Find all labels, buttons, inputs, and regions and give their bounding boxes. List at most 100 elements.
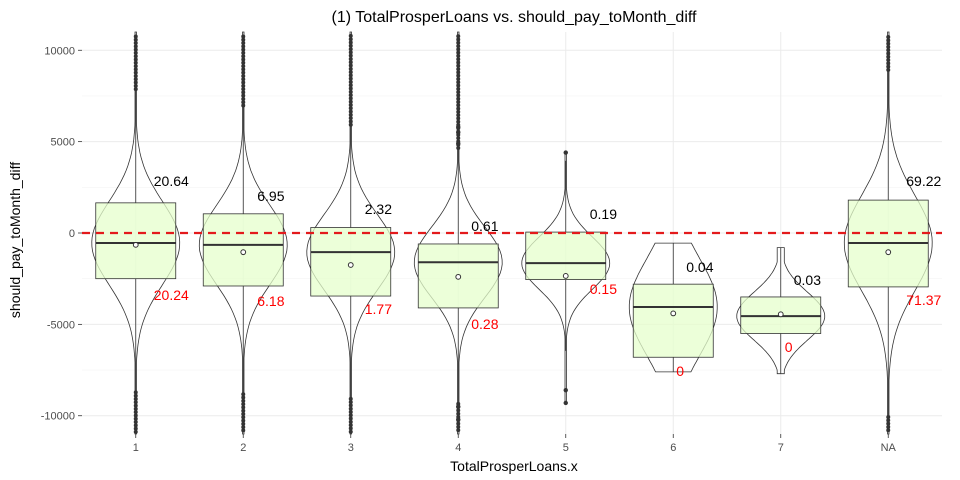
outlier-point xyxy=(456,63,461,68)
outlier-point xyxy=(348,63,353,68)
outlier-point xyxy=(456,146,461,151)
y-tick-label: -10000 xyxy=(41,411,75,423)
outlier-point xyxy=(241,34,246,39)
outlier-point xyxy=(133,50,138,55)
outlier-point xyxy=(241,47,246,52)
outlier-point xyxy=(133,393,138,398)
mean-point xyxy=(455,273,462,280)
mean-point xyxy=(347,262,354,268)
outlier-point xyxy=(133,400,138,405)
outlier-point xyxy=(886,44,891,49)
outlier-point xyxy=(241,421,246,426)
outlier-point xyxy=(133,80,138,85)
outlier-point xyxy=(241,411,246,416)
outlier-point xyxy=(133,87,138,92)
outlier-point xyxy=(133,410,138,415)
outlier-point xyxy=(456,411,461,416)
outlier-point xyxy=(241,54,246,59)
outlier-point xyxy=(456,113,461,118)
outlier-point xyxy=(133,34,138,39)
box xyxy=(525,231,607,280)
outlier-point xyxy=(456,99,461,104)
outlier-point xyxy=(456,103,461,108)
pct-below-label: 71.37 xyxy=(906,292,941,308)
outlier-point xyxy=(886,41,891,46)
mean-point xyxy=(777,311,784,318)
pct-below-label: 0.28 xyxy=(471,316,498,332)
outlier-point xyxy=(241,80,246,85)
outlier-point xyxy=(563,387,568,393)
pct-above-label: 0.19 xyxy=(590,206,617,222)
outlier-point xyxy=(886,48,891,53)
outlier-point xyxy=(348,60,353,65)
outlier-point xyxy=(241,398,246,403)
pct-above-label: 0.61 xyxy=(471,218,498,234)
outlier-point xyxy=(348,33,353,38)
outlier-point xyxy=(241,44,246,49)
outlier-point xyxy=(456,106,461,111)
pct-above-label: 2.32 xyxy=(365,201,392,217)
y-tick-label: 0 xyxy=(69,228,75,240)
pct-above-label: 0.04 xyxy=(686,259,713,275)
mean-point xyxy=(670,310,677,317)
outlier-point xyxy=(133,403,138,408)
outlier-point xyxy=(133,37,138,42)
outlier-point xyxy=(456,70,461,75)
x-tick-label: 4 xyxy=(455,442,461,454)
outlier-point xyxy=(348,66,353,71)
box xyxy=(632,283,714,358)
outlier-point xyxy=(241,395,246,400)
outlier-point xyxy=(563,150,568,155)
outlier-point xyxy=(456,76,461,81)
outlier-point xyxy=(348,70,353,75)
outlier-point xyxy=(456,80,461,85)
outlier-point xyxy=(456,57,461,62)
outlier-point xyxy=(886,58,891,63)
outlier-point xyxy=(348,403,353,408)
outlier-point xyxy=(241,425,246,430)
outlier-point xyxy=(456,44,461,49)
outlier-point xyxy=(456,60,461,65)
outlier-point xyxy=(241,103,246,108)
outlier-point xyxy=(241,37,246,42)
outlier-point xyxy=(348,53,353,58)
outlier-point xyxy=(456,136,461,141)
outlier-point xyxy=(133,397,138,402)
outlier-point xyxy=(241,73,246,78)
outlier-point xyxy=(133,41,138,46)
outlier-point xyxy=(241,83,246,88)
outlier-point xyxy=(348,93,353,98)
outlier-point xyxy=(133,67,138,72)
outlier-point xyxy=(348,423,353,428)
outlier-point xyxy=(241,392,246,397)
outlier-point xyxy=(133,416,138,421)
outlier-point xyxy=(133,83,138,88)
outlier-point xyxy=(563,400,568,406)
outlier-point xyxy=(348,83,353,88)
outlier-point xyxy=(456,73,461,78)
y-tick-label: 10000 xyxy=(44,45,75,57)
outlier-point xyxy=(133,54,138,59)
x-tick-label: 5 xyxy=(563,442,569,454)
outlier-point xyxy=(456,47,461,52)
y-axis: -10000 -5000 0 5000 10000 xyxy=(41,45,82,423)
outlier-point xyxy=(133,60,138,65)
outlier-point xyxy=(456,93,461,98)
outlier-point xyxy=(886,38,891,43)
outlier-point xyxy=(241,90,246,95)
outlier-point xyxy=(456,53,461,58)
outlier-point xyxy=(241,408,246,413)
x-tick-label: 1 xyxy=(133,442,139,454)
outlier-point xyxy=(348,106,353,111)
outlier-point xyxy=(133,420,138,425)
y-tick-label: -5000 xyxy=(47,319,75,331)
outlier-point xyxy=(348,409,353,414)
outlier-point xyxy=(241,405,246,410)
x-tick-label: NA xyxy=(881,442,897,454)
outlier-point xyxy=(241,67,246,72)
box xyxy=(310,227,392,297)
x-tick-label: 3 xyxy=(348,442,354,454)
outlier-point xyxy=(348,396,353,401)
outlier-point xyxy=(348,109,353,114)
